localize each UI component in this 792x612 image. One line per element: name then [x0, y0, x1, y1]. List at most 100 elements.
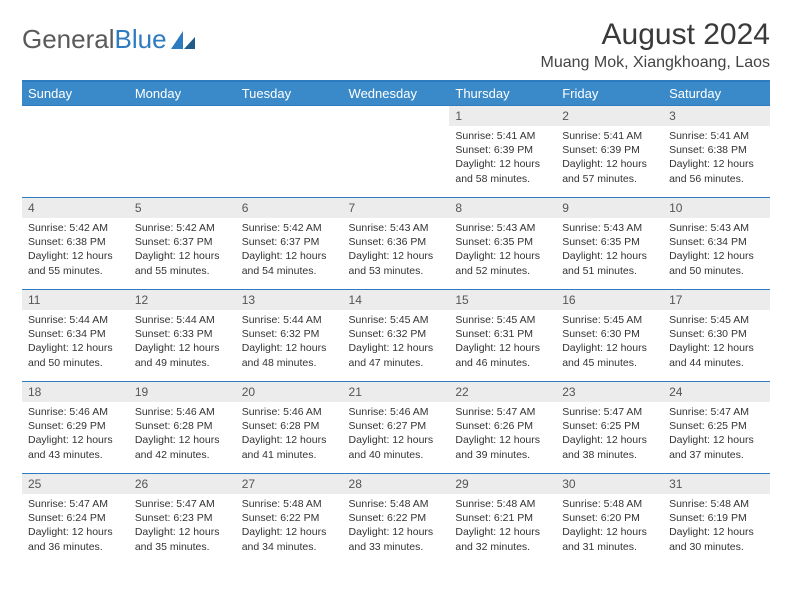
calendar-cell: 19Sunrise: 5:46 AMSunset: 6:28 PMDayligh…	[129, 382, 236, 474]
day-number: 15	[449, 290, 556, 310]
day-details: Sunrise: 5:45 AMSunset: 6:30 PMDaylight:…	[663, 310, 770, 374]
day-details: Sunrise: 5:48 AMSunset: 6:22 PMDaylight:…	[236, 494, 343, 558]
calendar-week-row: 4Sunrise: 5:42 AMSunset: 6:38 PMDaylight…	[22, 198, 770, 290]
day-number: 26	[129, 474, 236, 494]
sunrise-line: Sunrise: 5:41 AM	[562, 129, 657, 143]
sunset-line: Sunset: 6:30 PM	[562, 327, 657, 341]
day-details: Sunrise: 5:47 AMSunset: 6:25 PMDaylight:…	[556, 402, 663, 466]
sunset-line: Sunset: 6:39 PM	[562, 143, 657, 157]
day-number: 13	[236, 290, 343, 310]
sunrise-line: Sunrise: 5:46 AM	[242, 405, 337, 419]
sunrise-line: Sunrise: 5:48 AM	[349, 497, 444, 511]
sunset-line: Sunset: 6:36 PM	[349, 235, 444, 249]
day-number: 23	[556, 382, 663, 402]
calendar-cell	[343, 106, 450, 198]
day-details: Sunrise: 5:47 AMSunset: 6:25 PMDaylight:…	[663, 402, 770, 466]
calendar-cell: 23Sunrise: 5:47 AMSunset: 6:25 PMDayligh…	[556, 382, 663, 474]
day-number: 18	[22, 382, 129, 402]
day-details: Sunrise: 5:46 AMSunset: 6:29 PMDaylight:…	[22, 402, 129, 466]
daylight-line: Daylight: 12 hours and 32 minutes.	[455, 525, 550, 553]
day-details: Sunrise: 5:44 AMSunset: 6:32 PMDaylight:…	[236, 310, 343, 374]
daylight-line: Daylight: 12 hours and 44 minutes.	[669, 341, 764, 369]
sunset-line: Sunset: 6:34 PM	[669, 235, 764, 249]
daylight-line: Daylight: 12 hours and 55 minutes.	[135, 249, 230, 277]
sunset-line: Sunset: 6:27 PM	[349, 419, 444, 433]
calendar-week-row: 11Sunrise: 5:44 AMSunset: 6:34 PMDayligh…	[22, 290, 770, 382]
day-number: 12	[129, 290, 236, 310]
calendar-cell: 16Sunrise: 5:45 AMSunset: 6:30 PMDayligh…	[556, 290, 663, 382]
daylight-line: Daylight: 12 hours and 55 minutes.	[28, 249, 123, 277]
daylight-line: Daylight: 12 hours and 41 minutes.	[242, 433, 337, 461]
sunrise-line: Sunrise: 5:47 AM	[562, 405, 657, 419]
sunrise-line: Sunrise: 5:46 AM	[28, 405, 123, 419]
day-details: Sunrise: 5:43 AMSunset: 6:35 PMDaylight:…	[556, 218, 663, 282]
calendar-cell: 11Sunrise: 5:44 AMSunset: 6:34 PMDayligh…	[22, 290, 129, 382]
sunrise-line: Sunrise: 5:48 AM	[669, 497, 764, 511]
sunset-line: Sunset: 6:21 PM	[455, 511, 550, 525]
calendar-cell: 12Sunrise: 5:44 AMSunset: 6:33 PMDayligh…	[129, 290, 236, 382]
sunset-line: Sunset: 6:20 PM	[562, 511, 657, 525]
calendar-cell	[236, 106, 343, 198]
sunset-line: Sunset: 6:22 PM	[349, 511, 444, 525]
sunrise-line: Sunrise: 5:41 AM	[455, 129, 550, 143]
logo: GeneralBlue	[22, 18, 197, 55]
daylight-line: Daylight: 12 hours and 37 minutes.	[669, 433, 764, 461]
day-number: 4	[22, 198, 129, 218]
day-number: 5	[129, 198, 236, 218]
calendar-cell: 15Sunrise: 5:45 AMSunset: 6:31 PMDayligh…	[449, 290, 556, 382]
day-number: 11	[22, 290, 129, 310]
logo-text-blue: Blue	[115, 24, 167, 55]
day-details: Sunrise: 5:43 AMSunset: 6:35 PMDaylight:…	[449, 218, 556, 282]
calendar-cell: 13Sunrise: 5:44 AMSunset: 6:32 PMDayligh…	[236, 290, 343, 382]
daylight-line: Daylight: 12 hours and 46 minutes.	[455, 341, 550, 369]
calendar-cell: 1Sunrise: 5:41 AMSunset: 6:39 PMDaylight…	[449, 106, 556, 198]
day-details: Sunrise: 5:42 AMSunset: 6:37 PMDaylight:…	[129, 218, 236, 282]
logo-text-general: General	[22, 24, 115, 55]
day-details: Sunrise: 5:48 AMSunset: 6:22 PMDaylight:…	[343, 494, 450, 558]
calendar-cell	[129, 106, 236, 198]
daylight-line: Daylight: 12 hours and 30 minutes.	[669, 525, 764, 553]
daylight-line: Daylight: 12 hours and 43 minutes.	[28, 433, 123, 461]
day-number: 27	[236, 474, 343, 494]
day-number: 7	[343, 198, 450, 218]
sunset-line: Sunset: 6:38 PM	[669, 143, 764, 157]
sunset-line: Sunset: 6:28 PM	[242, 419, 337, 433]
month-title: August 2024	[541, 18, 770, 52]
calendar-cell: 22Sunrise: 5:47 AMSunset: 6:26 PMDayligh…	[449, 382, 556, 474]
day-number: 14	[343, 290, 450, 310]
sunset-line: Sunset: 6:37 PM	[135, 235, 230, 249]
day-details: Sunrise: 5:44 AMSunset: 6:33 PMDaylight:…	[129, 310, 236, 374]
day-details: Sunrise: 5:48 AMSunset: 6:21 PMDaylight:…	[449, 494, 556, 558]
calendar-cell: 3Sunrise: 5:41 AMSunset: 6:38 PMDaylight…	[663, 106, 770, 198]
weekday-header: Thursday	[449, 81, 556, 106]
day-number: 8	[449, 198, 556, 218]
day-details: Sunrise: 5:41 AMSunset: 6:39 PMDaylight:…	[449, 126, 556, 190]
day-number: 2	[556, 106, 663, 126]
daylight-line: Daylight: 12 hours and 58 minutes.	[455, 157, 550, 185]
daylight-line: Daylight: 12 hours and 38 minutes.	[562, 433, 657, 461]
calendar-week-row: 25Sunrise: 5:47 AMSunset: 6:24 PMDayligh…	[22, 474, 770, 566]
sunrise-line: Sunrise: 5:47 AM	[135, 497, 230, 511]
weekday-header: Monday	[129, 81, 236, 106]
day-details: Sunrise: 5:46 AMSunset: 6:27 PMDaylight:…	[343, 402, 450, 466]
day-details: Sunrise: 5:45 AMSunset: 6:31 PMDaylight:…	[449, 310, 556, 374]
day-details: Sunrise: 5:48 AMSunset: 6:20 PMDaylight:…	[556, 494, 663, 558]
day-details: Sunrise: 5:42 AMSunset: 6:38 PMDaylight:…	[22, 218, 129, 282]
sunset-line: Sunset: 6:39 PM	[455, 143, 550, 157]
calendar-cell: 17Sunrise: 5:45 AMSunset: 6:30 PMDayligh…	[663, 290, 770, 382]
sunrise-line: Sunrise: 5:41 AM	[669, 129, 764, 143]
sunset-line: Sunset: 6:32 PM	[242, 327, 337, 341]
daylight-line: Daylight: 12 hours and 52 minutes.	[455, 249, 550, 277]
day-number: 28	[343, 474, 450, 494]
daylight-line: Daylight: 12 hours and 53 minutes.	[349, 249, 444, 277]
day-details: Sunrise: 5:45 AMSunset: 6:32 PMDaylight:…	[343, 310, 450, 374]
day-details: Sunrise: 5:46 AMSunset: 6:28 PMDaylight:…	[129, 402, 236, 466]
day-number: 6	[236, 198, 343, 218]
calendar-cell: 10Sunrise: 5:43 AMSunset: 6:34 PMDayligh…	[663, 198, 770, 290]
day-details: Sunrise: 5:47 AMSunset: 6:26 PMDaylight:…	[449, 402, 556, 466]
sunrise-line: Sunrise: 5:45 AM	[669, 313, 764, 327]
calendar-cell: 2 Sunrise: 5:41 AMSunset: 6:39 PMDaylight…	[556, 106, 663, 198]
sunset-line: Sunset: 6:31 PM	[455, 327, 550, 341]
daylight-line: Daylight: 12 hours and 57 minutes.	[562, 157, 657, 185]
day-details: Sunrise: 5:45 AMSunset: 6:30 PMDaylight:…	[556, 310, 663, 374]
